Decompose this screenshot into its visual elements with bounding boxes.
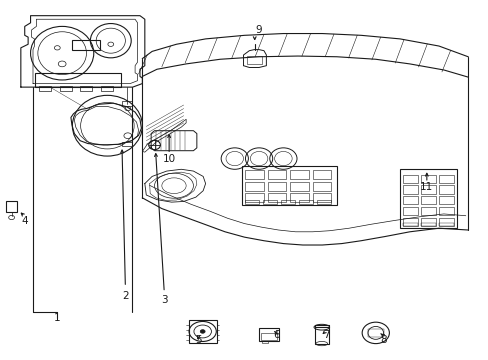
Bar — [402, 207, 417, 215]
Text: 11: 11 — [419, 182, 432, 192]
Bar — [39, 86, 51, 91]
Text: 2: 2 — [122, 291, 128, 301]
Bar — [317, 200, 330, 204]
Bar — [367, 329, 383, 337]
Bar — [420, 196, 435, 204]
Bar — [438, 196, 453, 204]
Bar — [402, 217, 417, 226]
Bar — [312, 182, 330, 191]
Bar — [80, 86, 92, 91]
Bar — [267, 182, 286, 191]
Text: 5: 5 — [195, 335, 201, 345]
Bar — [188, 320, 216, 342]
Bar — [289, 182, 308, 191]
Bar — [299, 200, 312, 204]
Bar — [438, 185, 453, 194]
Bar — [420, 175, 435, 183]
Bar — [245, 170, 264, 179]
Bar — [35, 73, 120, 87]
Bar — [289, 170, 308, 179]
Bar — [259, 328, 278, 342]
Bar — [420, 207, 435, 215]
Bar — [72, 40, 100, 50]
Bar — [261, 333, 276, 340]
Text: 9: 9 — [255, 25, 262, 35]
Bar — [122, 102, 131, 106]
Bar — [245, 200, 259, 204]
Bar — [267, 170, 286, 179]
Bar — [438, 223, 453, 226]
Bar — [262, 341, 267, 343]
Bar — [402, 196, 417, 204]
Text: 10: 10 — [162, 154, 175, 163]
Bar — [420, 185, 435, 194]
Bar — [314, 327, 328, 344]
Bar — [438, 175, 453, 183]
Bar — [60, 86, 72, 91]
Bar — [242, 166, 336, 205]
Bar — [263, 200, 277, 204]
Bar — [312, 193, 330, 202]
Text: 7: 7 — [322, 330, 329, 341]
Bar — [245, 193, 264, 202]
Bar — [246, 56, 262, 64]
Bar — [420, 217, 435, 226]
Bar — [438, 217, 453, 226]
Bar — [402, 185, 417, 194]
Text: 8: 8 — [379, 335, 386, 345]
Bar — [245, 182, 264, 191]
Bar — [402, 175, 417, 183]
Bar — [101, 86, 113, 91]
Ellipse shape — [200, 330, 204, 333]
Bar — [289, 193, 308, 202]
Text: 4: 4 — [21, 216, 28, 226]
Text: 6: 6 — [272, 330, 279, 341]
Bar — [267, 193, 286, 202]
Bar — [122, 142, 131, 146]
Bar — [281, 200, 294, 204]
Bar — [402, 223, 417, 226]
Bar — [420, 223, 435, 226]
Text: 3: 3 — [161, 295, 167, 305]
Bar — [438, 207, 453, 215]
Bar — [6, 202, 17, 212]
Bar — [312, 170, 330, 179]
Text: 1: 1 — [54, 312, 61, 323]
Bar — [399, 169, 457, 228]
